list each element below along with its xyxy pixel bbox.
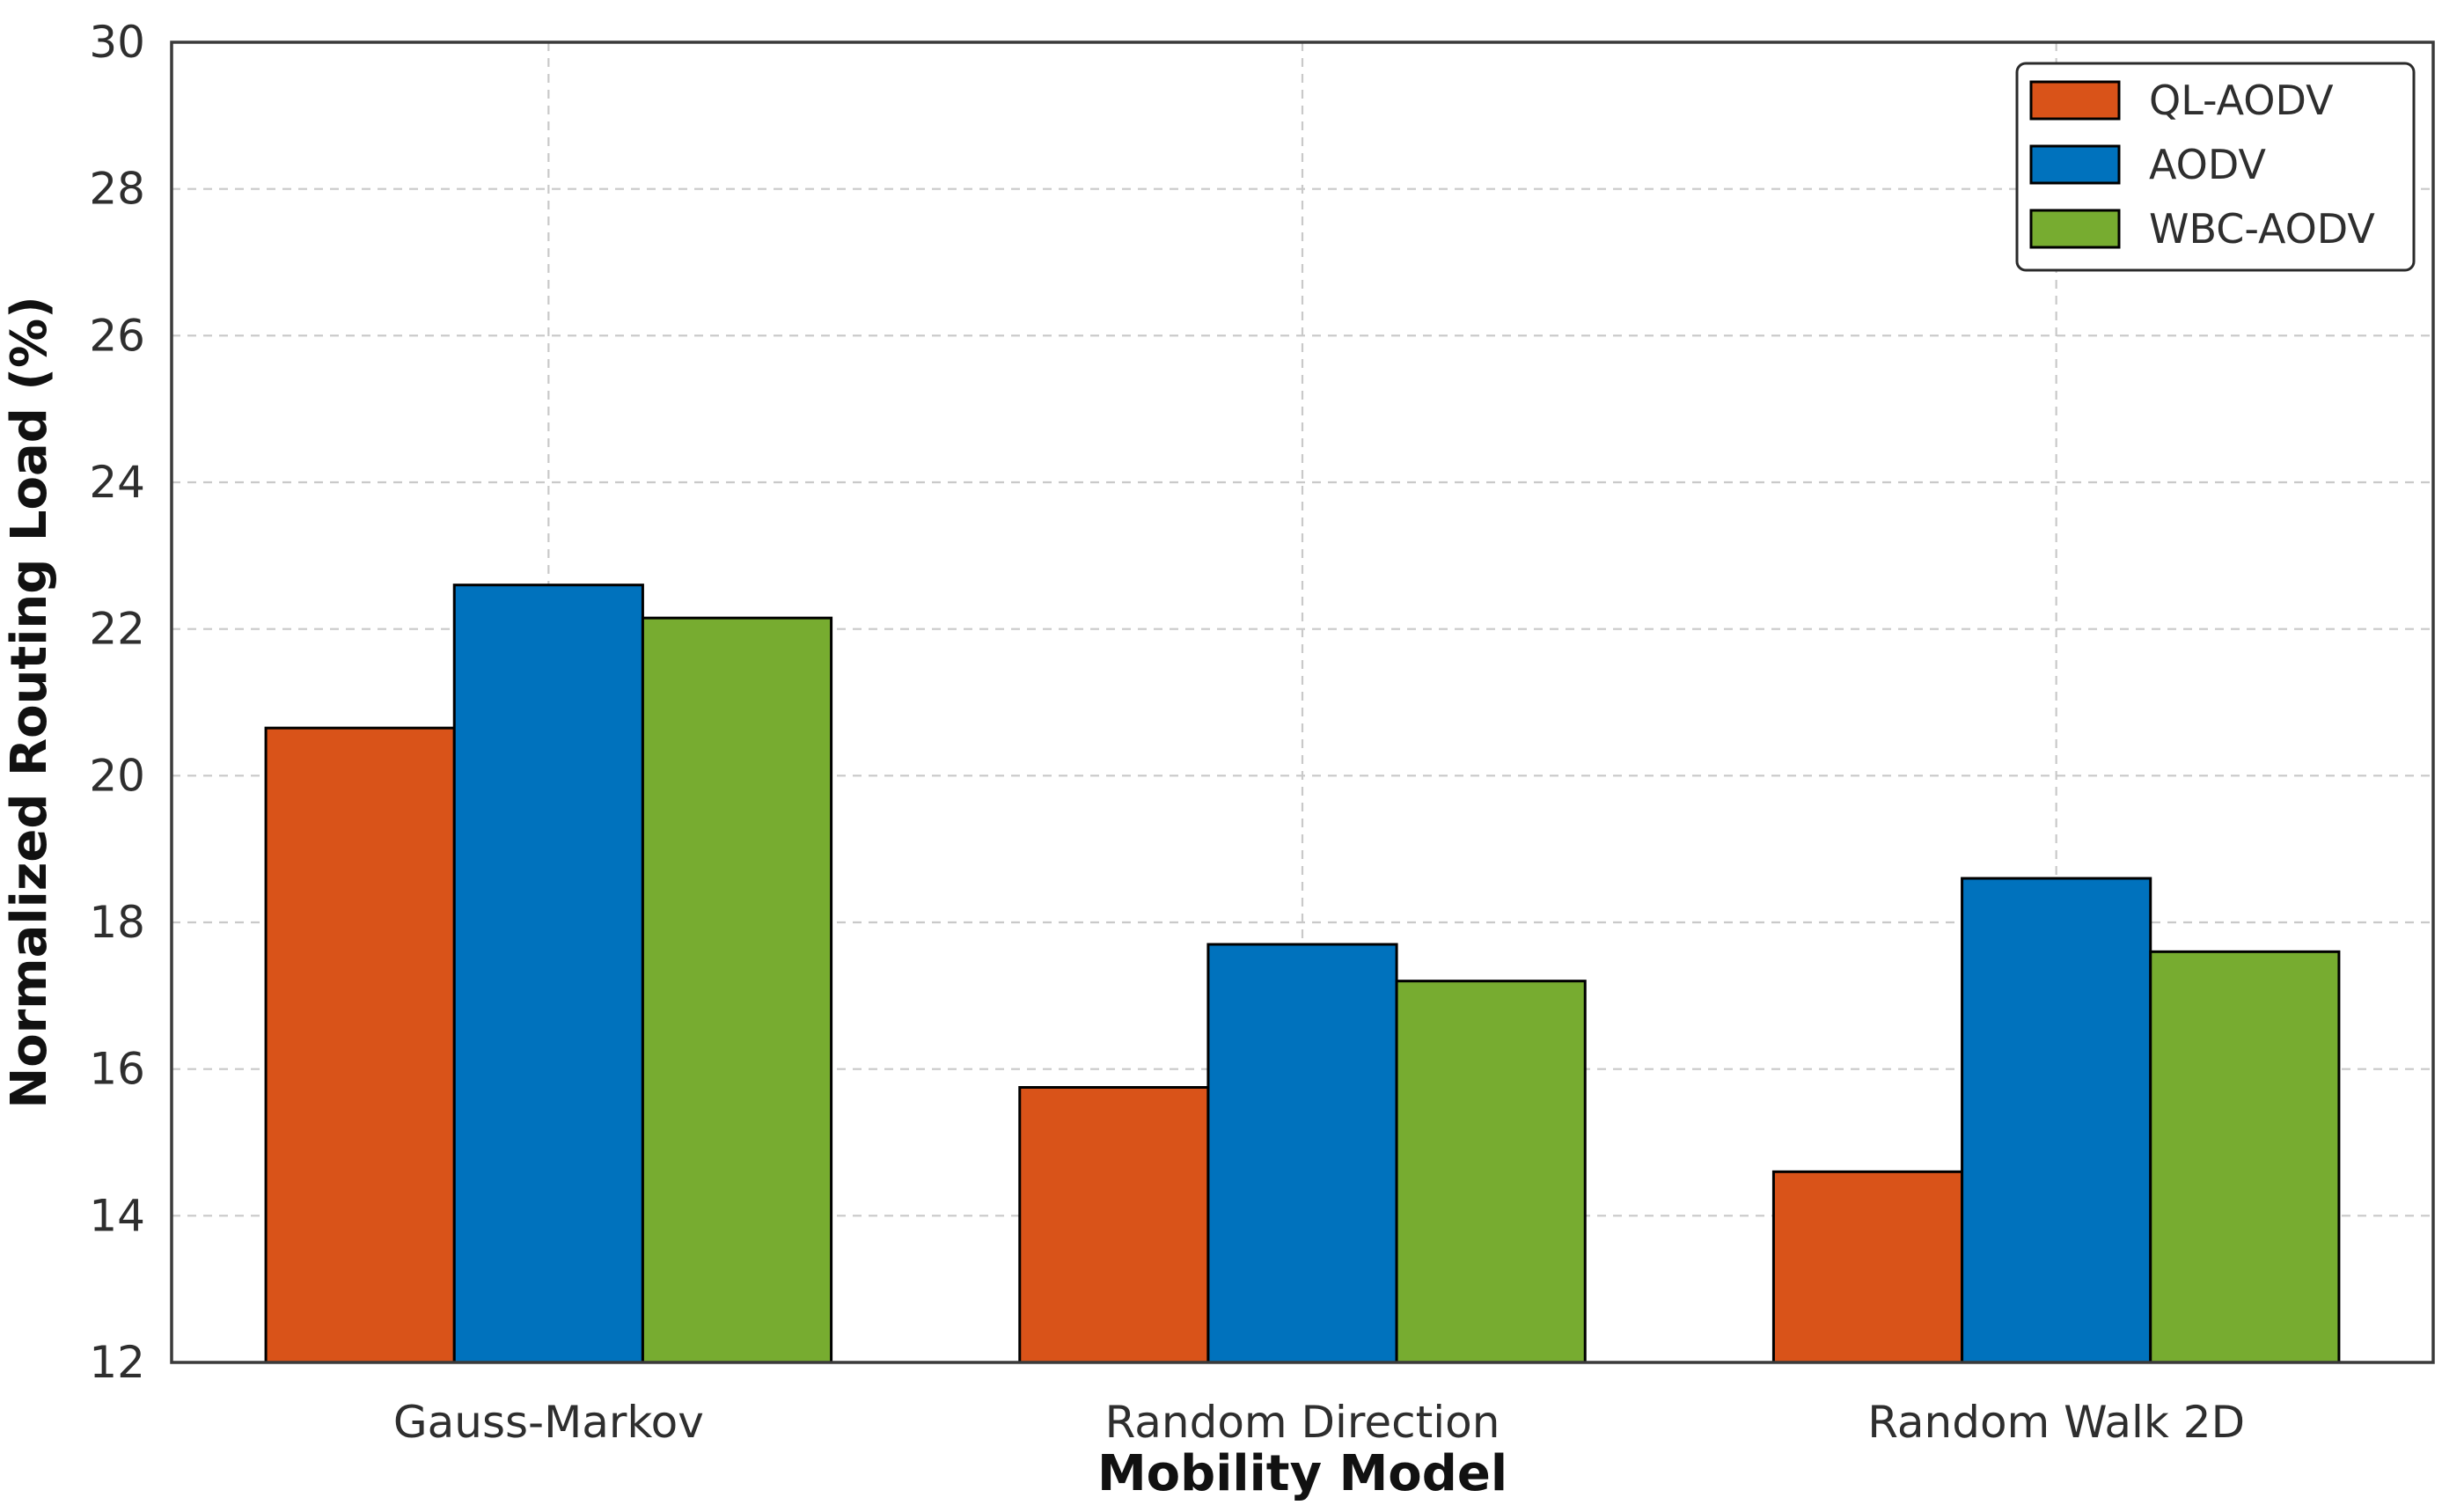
x-tick-label-1: Random Direction xyxy=(1105,1397,1500,1448)
y-tick-label-24: 24 xyxy=(89,457,145,508)
bar-AODV-Random Walk 2D xyxy=(1961,877,2152,1364)
bar-WBC-AODV-Random Direction xyxy=(1395,980,1587,1364)
legend-swatch-QL-AODV xyxy=(2029,80,2121,121)
bar-QL-AODV-Gauss-Markov xyxy=(264,726,456,1364)
bar-AODV-Random Direction xyxy=(1206,943,1398,1364)
bar-AODV-Gauss-Markov xyxy=(452,584,644,1364)
legend-swatch-AODV xyxy=(2029,144,2121,185)
legend-label-QL-AODV: QL-AODV xyxy=(2149,77,2334,124)
legend-swatch-WBC-AODV xyxy=(2029,209,2121,249)
y-tick-label-28: 28 xyxy=(89,164,145,215)
y-tick-label-30: 30 xyxy=(89,17,145,68)
y-tick-label-22: 22 xyxy=(89,604,145,655)
y-tick-label-18: 18 xyxy=(89,897,145,948)
y-tick-label-12: 12 xyxy=(89,1337,145,1388)
x-axis-title: Mobility Model xyxy=(1097,1445,1507,1502)
bar-WBC-AODV-Gauss-Markov xyxy=(641,616,833,1364)
x-tick-label-2: Random Walk 2D xyxy=(1867,1397,2245,1448)
bar-WBC-AODV-Random Walk 2D xyxy=(2149,950,2341,1364)
y-axis-title: Normalized Routing Load (%) xyxy=(1,296,58,1108)
y-tick-label-26: 26 xyxy=(89,310,145,361)
bar-QL-AODV-Random Direction xyxy=(1018,1086,1210,1364)
y-tick-label-16: 16 xyxy=(89,1044,145,1095)
x-tick-label-0: Gauss-Markov xyxy=(393,1397,704,1448)
y-tick-label-14: 14 xyxy=(89,1190,145,1241)
bar-QL-AODV-Random Walk 2D xyxy=(1771,1170,1964,1364)
plot-border xyxy=(170,40,2435,1364)
legend-label-WBC-AODV: WBC-AODV xyxy=(2149,205,2375,253)
y-tick-label-20: 20 xyxy=(89,750,145,801)
legend-label-AODV: AODV xyxy=(2149,141,2266,188)
